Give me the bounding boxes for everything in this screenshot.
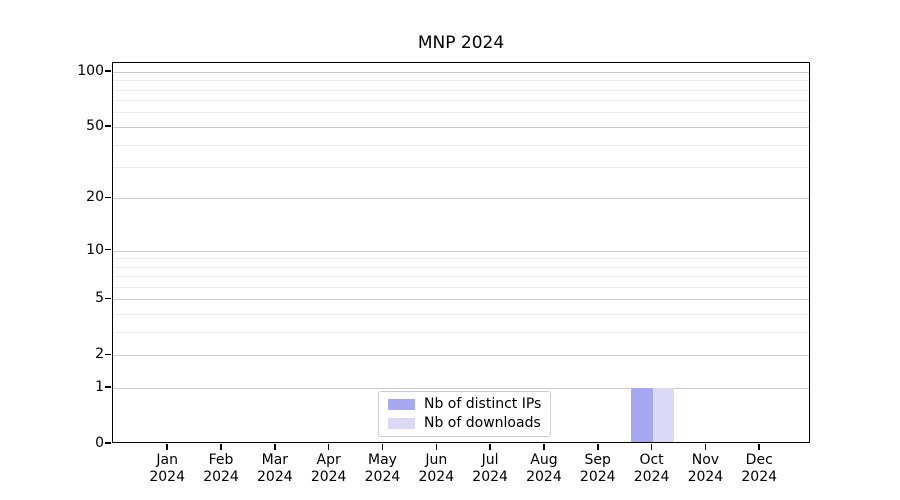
minor-gridline [113, 276, 809, 278]
major-gridline [113, 126, 809, 128]
x-tick-label: May 2024 [364, 452, 401, 485]
x-tick-mark [543, 444, 545, 450]
y-tick-mark [105, 386, 111, 388]
x-tick-mark [435, 444, 438, 450]
y-tick-label: 20 [86, 189, 104, 206]
y-tick-label: 2 [95, 346, 104, 363]
minor-gridline [113, 144, 809, 146]
x-tick-label: Nov 2024 [687, 452, 724, 485]
minor-gridline [113, 112, 809, 114]
minor-gridline [113, 100, 809, 102]
x-tick-label: Dec 2024 [741, 452, 778, 485]
y-tick-mark [105, 442, 111, 444]
x-tick-label: Aug 2024 [526, 452, 562, 485]
x-tick-mark [489, 444, 491, 450]
major-gridline [113, 198, 809, 200]
x-tick-label: Apr 2024 [310, 452, 347, 485]
y-tick-mark [105, 70, 111, 72]
minor-gridline [113, 314, 809, 316]
major-gridline [113, 355, 809, 357]
x-tick-label: Feb 2024 [203, 452, 239, 485]
x-tick-mark [758, 444, 760, 450]
legend-label-distinct-ips: Nb of distinct IPs [424, 396, 542, 412]
legend-entry-downloads: Nb of downloads [388, 416, 541, 431]
major-gridline [113, 250, 809, 252]
minor-gridline [113, 167, 809, 169]
minor-gridline [113, 266, 809, 268]
legend: Nb of distinct IPs Nb of downloads [378, 391, 552, 437]
minor-gridline [113, 258, 809, 260]
bar-downloads [652, 388, 675, 442]
x-tick-mark [381, 444, 384, 450]
x-tick-mark [327, 444, 330, 450]
y-tick-mark [105, 125, 111, 127]
minor-gridline [113, 332, 809, 334]
y-tick-label: 100 [77, 62, 104, 79]
major-gridline [113, 388, 809, 390]
plot-area [112, 62, 810, 443]
y-tick-mark [105, 196, 111, 199]
minor-gridline [113, 80, 809, 82]
x-tick-mark [166, 444, 168, 450]
minor-gridline [113, 89, 809, 91]
y-tick-mark [105, 248, 111, 251]
x-tick-mark [650, 444, 653, 450]
x-tick-mark [274, 444, 276, 450]
x-tick-mark [220, 444, 222, 450]
y-tick-mark [105, 353, 111, 356]
bar-distinct-ips [631, 388, 653, 442]
x-tick-label: Oct 2024 [633, 452, 670, 485]
legend-swatch-distinct-ips [388, 399, 415, 410]
x-tick-mark [597, 444, 599, 450]
minor-gridline [113, 287, 809, 289]
y-tick-label: 10 [86, 241, 104, 258]
x-tick-label: Jul 2024 [472, 452, 508, 485]
x-tick-mark [704, 444, 707, 450]
x-tick-label: Jan 2024 [149, 452, 185, 485]
x-tick-label: Mar 2024 [257, 452, 293, 485]
major-gridline [113, 71, 809, 73]
x-tick-label: Sep 2024 [579, 452, 616, 485]
y-tick-label: 50 [86, 117, 104, 134]
y-tick-label: 0 [95, 435, 104, 451]
chart-title: MNP 2024 [417, 33, 505, 53]
x-tick-label: Jun 2024 [418, 452, 455, 485]
y-tick-mark [105, 297, 111, 300]
legend-entry-distinct-ips: Nb of distinct IPs [388, 397, 541, 412]
legend-swatch-downloads [388, 418, 415, 429]
y-tick-label: 5 [95, 290, 104, 307]
major-gridline [113, 299, 809, 301]
y-tick-label: 1 [95, 379, 104, 396]
legend-label-downloads: Nb of downloads [424, 415, 541, 431]
